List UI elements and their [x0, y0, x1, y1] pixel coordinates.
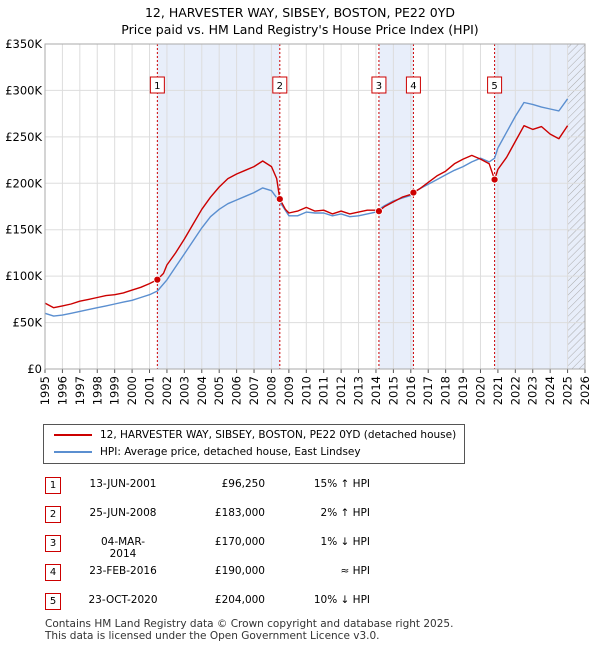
x-tick-label: 1996	[55, 376, 69, 405]
x-tick-label: 2007	[247, 376, 261, 405]
forecast-hatch	[567, 44, 585, 369]
sale-marker-box	[371, 76, 387, 94]
x-tick-label: 1997	[73, 376, 87, 405]
x-tick-label: 2012	[334, 376, 348, 405]
sale-point	[275, 195, 284, 203]
x-tick-label: 2004	[195, 376, 209, 405]
x-tick-label: 2016	[404, 376, 418, 405]
y-tick-label: £350K	[5, 37, 42, 51]
sale-point	[490, 175, 499, 184]
property-price-line	[44, 125, 569, 309]
legend-swatch-hpi	[54, 451, 92, 453]
x-tick-label: 2005	[212, 376, 226, 405]
x-tick-label: 2025	[561, 376, 575, 405]
sale-number: 3	[45, 535, 61, 552]
sale-row: 5 23-OCT-2020 £204,000 10% ↓ HPI	[0, 588, 600, 616]
x-tick-label: 2019	[456, 376, 470, 405]
y-tick-label: £200K	[5, 176, 42, 190]
sale-point	[409, 188, 418, 197]
x-tick-label: 2024	[543, 376, 557, 405]
footer-licence: This data is licensed under the Open Gov…	[45, 629, 380, 642]
y-tick-label: £50K	[13, 316, 43, 330]
x-tick-label: 1999	[108, 376, 122, 405]
x-tick-label: 2003	[177, 376, 191, 405]
sale-marker-label: 1	[154, 81, 160, 92]
x-tick-label: 2023	[526, 376, 540, 405]
sale-date: 25-JUN-2008	[89, 507, 157, 519]
sale-price: £170,000	[214, 536, 265, 548]
legend: 12, HARVESTER WAY, SIBSEY, BOSTON, PE22 …	[43, 424, 465, 464]
sale-point	[153, 275, 162, 284]
sale-date: 13-JUN-2001	[89, 478, 157, 490]
x-tick-label: 2015	[386, 376, 400, 405]
hpi-line	[44, 98, 569, 317]
sale-price: £190,000	[214, 565, 265, 577]
x-tick-label: 2021	[491, 376, 505, 405]
legend-label-property: 12, HARVESTER WAY, SIBSEY, BOSTON, PE22 …	[100, 429, 457, 441]
sale-marker-box	[149, 76, 165, 94]
footer-copyright: Contains HM Land Registry data © Crown c…	[45, 618, 454, 630]
sale-marker-box	[487, 76, 503, 94]
x-tick-label: 2006	[230, 376, 244, 405]
x-tick-label: 2014	[369, 376, 383, 405]
sale-marker-box	[405, 76, 421, 94]
legend-swatch-property	[54, 434, 92, 436]
y-tick-label: £0	[27, 362, 42, 376]
x-tick-label: 2008	[264, 376, 278, 405]
y-tick-label: £100K	[5, 269, 42, 283]
sale-number: 2	[45, 506, 61, 523]
y-tick-label: £300K	[5, 83, 42, 97]
sale-marker-label: 2	[277, 81, 283, 92]
x-tick-label: 2010	[299, 376, 313, 405]
x-tick-label: 2009	[282, 376, 296, 405]
sale-row: 2 25-JUN-2008 £183,000 2% ↑ HPI	[0, 501, 600, 529]
price-chart: 1 2 3 4 5 £0 £50K £100K £150K £200K £250K £300K £35…	[5, 37, 592, 405]
sale-date: 04-MAR-2014	[100, 536, 146, 560]
plot-frame	[44, 43, 586, 370]
x-tick-label: 1998	[90, 376, 104, 405]
x-tick-label: 2011	[317, 376, 331, 405]
sale-row: 1 13-JUN-2001 £96,250 15% ↑ HPI	[0, 472, 600, 500]
shaded-period	[157, 44, 280, 369]
y-tick-label: £250K	[5, 130, 42, 144]
x-tick-label: 2013	[352, 376, 366, 405]
sale-marker-label: 3	[376, 81, 382, 92]
sale-hpi-comparison: 15% ↑ HPI	[313, 478, 370, 490]
chart-title-line2: Price paid vs. HM Land Registry's House …	[121, 22, 479, 37]
sale-price: £96,250	[221, 478, 265, 490]
x-tick-label: 2000	[125, 376, 139, 405]
x-tick-label: 2020	[473, 376, 487, 405]
sale-number: 4	[45, 564, 61, 581]
sale-date: 23-FEB-2016	[89, 565, 157, 577]
sale-price: £204,000	[214, 594, 265, 606]
x-tick-label: 2017	[421, 376, 435, 405]
footer: Contains HM Land Registry data © Crown c…	[45, 618, 454, 642]
sale-marker-label: 4	[410, 81, 416, 92]
chart-title: 12, HARVESTER WAY, SIBSEY, BOSTON, PE22 …	[0, 4, 600, 38]
sale-date: 23-OCT-2020	[88, 594, 158, 606]
y-tick-label: £150K	[5, 223, 42, 237]
sale-row: 3 04-MAR-2014 £170,000 1% ↓ HPI	[0, 530, 600, 560]
sale-number: 5	[45, 593, 61, 610]
sale-row: 4 23-FEB-2016 £190,000 ≈ HPI	[0, 559, 600, 587]
x-tick-label: 2001	[143, 376, 157, 405]
sale-marker-box	[272, 76, 288, 94]
sale-hpi-comparison: 10% ↓ HPI	[313, 594, 370, 606]
x-tick-label: 1995	[38, 376, 52, 405]
x-tick-label: 2022	[508, 376, 522, 405]
sale-hpi-comparison: ≈ HPI	[340, 565, 370, 577]
sale-hpi-comparison: 2% ↑ HPI	[320, 507, 370, 519]
sale-hpi-comparison: 1% ↓ HPI	[320, 536, 370, 548]
sale-marker-label: 5	[491, 81, 497, 92]
chart-title-line1: 12, HARVESTER WAY, SIBSEY, BOSTON, PE22 …	[144, 5, 456, 20]
sale-point	[375, 207, 383, 216]
x-tick-label: 2018	[439, 376, 453, 405]
x-tick-label: 2026	[578, 376, 592, 405]
x-tick-label: 2002	[160, 376, 174, 405]
sale-number: 1	[45, 477, 61, 494]
sale-price: £183,000	[214, 507, 265, 519]
legend-label-hpi: HPI: Average price, detached house, East…	[100, 446, 361, 458]
